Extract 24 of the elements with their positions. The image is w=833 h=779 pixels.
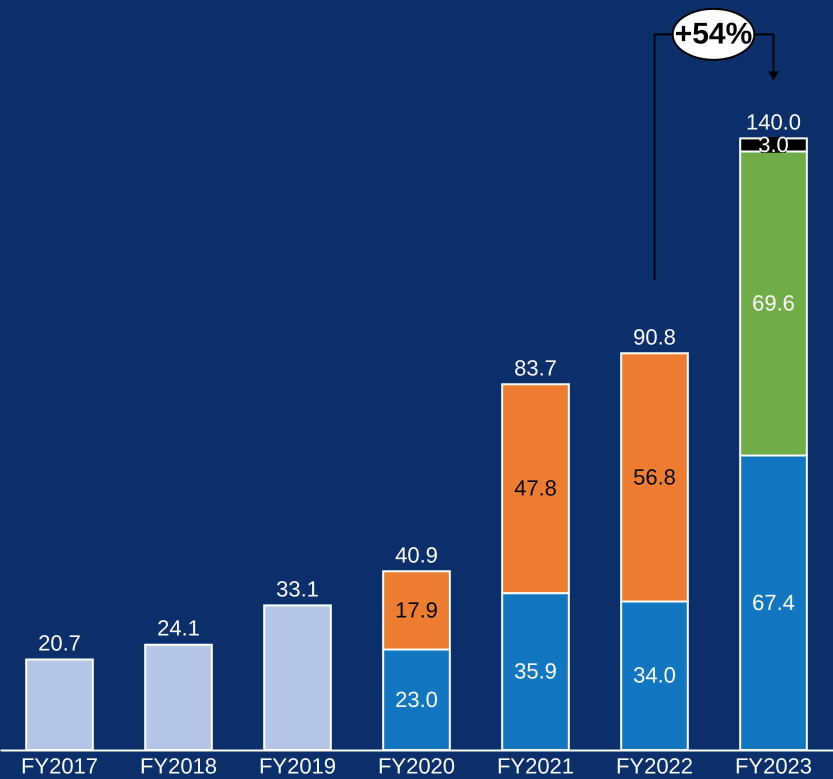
- data-label: 3.0: [758, 132, 789, 157]
- x-tick-label: FY2017: [20, 754, 98, 778]
- total-label: 83.7: [514, 355, 557, 380]
- x-tick-label: FY2019: [258, 754, 336, 778]
- x-tick-label: FY2018: [140, 754, 218, 778]
- total-label: 20.7: [38, 630, 81, 656]
- data-label: 56.8: [633, 464, 676, 490]
- x-tick-label: FY2022: [616, 754, 694, 778]
- data-label: 35.9: [514, 658, 557, 684]
- total-label: 40.9: [395, 542, 438, 568]
- data-label: 69.6: [752, 290, 795, 316]
- total-label: 24.1: [157, 616, 200, 641]
- data-label: 47.8: [514, 476, 557, 501]
- total-label: 33.1: [276, 576, 319, 602]
- total-label: 140.0: [746, 109, 802, 134]
- x-tick-label: FY2023: [734, 754, 812, 778]
- total-label: 90.8: [633, 324, 676, 350]
- data-label: 17.9: [395, 597, 438, 622]
- data-label: 34.0: [633, 662, 676, 688]
- x-tick-label: FY2021: [496, 754, 574, 778]
- x-tick-label: FY2020: [378, 754, 456, 778]
- data-label: 67.4: [752, 590, 795, 615]
- text: +54%: [674, 17, 752, 50]
- data-label: 23.0: [395, 686, 438, 712]
